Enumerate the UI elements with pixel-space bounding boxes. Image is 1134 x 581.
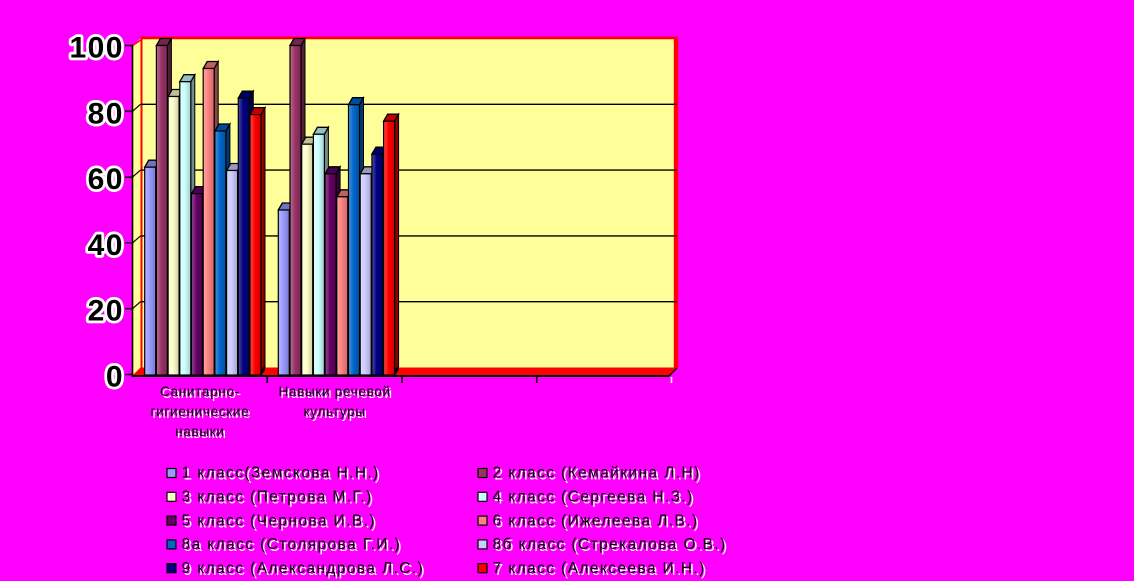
svg-text:20: 20 [88, 295, 124, 328]
svg-text:7 класс (Алексеева И.Н.): 7 класс (Алексеева И.Н.) [493, 560, 706, 577]
svg-text:8б класс (Стрекалова О.В.): 8б класс (Стрекалова О.В.) [493, 536, 727, 553]
svg-text:гигиенические: гигиенические [153, 406, 252, 421]
svg-text:6 класс (Ижелеева Л.В.): 6 класс (Ижелеева Л.В.) [495, 514, 701, 531]
svg-text:Санитарно-: Санитарно- [160, 384, 240, 399]
svg-text:3 класс (Петрова М.Г.): 3 класс (Петрова М.Г.) [182, 489, 373, 506]
svg-text:60: 60 [88, 163, 124, 196]
svg-text:культуры: культуры [304, 404, 366, 419]
svg-text:Навыки речевой: Навыки речевой [280, 386, 392, 401]
svg-text:4 класс (Сергеева Н.З.): 4 класс (Сергеева Н.З.) [493, 489, 694, 506]
svg-text:100: 100 [69, 32, 124, 65]
svg-text:5 класс (Чернова И.В.): 5 класс (Чернова И.В.) [184, 514, 378, 531]
svg-text:навыки: навыки [177, 426, 227, 441]
svg-text:3 класс (Петрова М.Г.): 3 класс (Петрова М.Г.) [184, 491, 375, 508]
svg-text:7 класс (Алексеева И.Н.): 7 класс (Алексеева И.Н.) [495, 562, 708, 579]
svg-text:0: 0 [106, 361, 124, 394]
svg-text:2 класс (Кемайкина Л.Н): 2 класс (Кемайкина Л.Н) [493, 465, 701, 482]
svg-text:1 класс(Земскова Н.Н.): 1 класс(Земскова Н.Н.) [182, 465, 380, 482]
svg-text:Навыки речевой: Навыки речевой [278, 384, 390, 399]
svg-text:4 класс (Сергеева Н.З.): 4 класс (Сергеева Н.З.) [495, 491, 696, 508]
svg-text:8а класс (Столярова Г.И.): 8а класс (Столярова Г.И.) [184, 538, 404, 555]
svg-text:навыки: навыки [175, 424, 225, 439]
svg-text:2 класс (Кемайкина Л.Н): 2 класс (Кемайкина Л.Н) [495, 467, 703, 484]
svg-text:Санитарно-: Санитарно- [162, 386, 242, 401]
svg-text:8а класс (Столярова Г.И.): 8а класс (Столярова Г.И.) [182, 536, 402, 553]
svg-text:80: 80 [88, 97, 124, 130]
svg-text:40: 40 [88, 229, 124, 262]
svg-text:8б класс (Стрекалова О.В.): 8б класс (Стрекалова О.В.) [495, 538, 729, 555]
svg-text:5 класс (Чернова И.В.): 5 класс (Чернова И.В.) [182, 512, 376, 529]
svg-text:культуры: культуры [306, 406, 368, 421]
svg-text:6 класс (Ижелеева Л.В.): 6 класс (Ижелеева Л.В.) [493, 512, 699, 529]
svg-text:9 класс (Александрова Л.С.): 9 класс (Александрова Л.С.) [182, 560, 425, 577]
svg-text:9 класс (Александрова Л.С.): 9 класс (Александрова Л.С.) [184, 562, 427, 579]
svg-text:1 класс(Земскова Н.Н.): 1 класс(Земскова Н.Н.) [184, 467, 382, 484]
svg-text:гигиенические: гигиенические [151, 404, 250, 419]
